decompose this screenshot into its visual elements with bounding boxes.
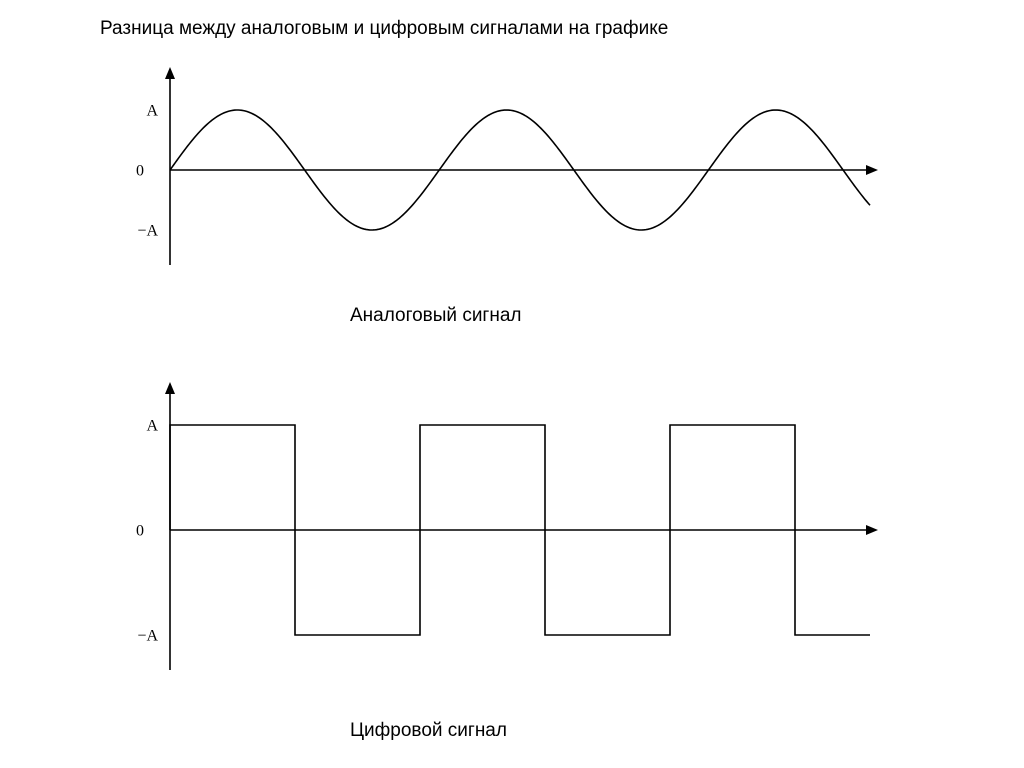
analog-caption: Аналоговый сигнал bbox=[350, 305, 522, 327]
analog-y-label-negA: −A bbox=[137, 223, 158, 240]
digital-x-axis-arrow bbox=[866, 525, 878, 535]
analog-y-label-A: A bbox=[146, 103, 158, 120]
digital-y-label-A: A bbox=[146, 418, 158, 435]
digital-caption: Цифровой сигнал bbox=[350, 720, 507, 742]
analog-y-label-0: 0 bbox=[136, 163, 144, 180]
page-title: Разница между аналоговым и цифровым сигн… bbox=[100, 18, 668, 40]
digital-y-axis-arrow bbox=[165, 382, 175, 394]
analog-signal-chart: A 0 −A bbox=[120, 50, 900, 290]
digital-signal-chart: A 0 −A bbox=[120, 355, 900, 705]
analog-x-axis-arrow bbox=[866, 165, 878, 175]
digital-y-label-0: 0 bbox=[136, 523, 144, 540]
analog-y-axis-arrow bbox=[165, 67, 175, 79]
digital-y-label-negA: −A bbox=[137, 628, 158, 645]
